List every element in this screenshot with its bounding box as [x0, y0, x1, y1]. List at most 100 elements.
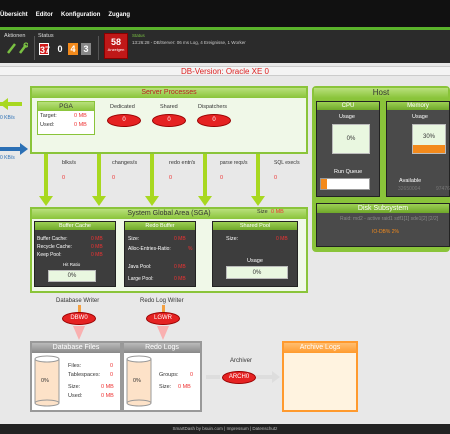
flow-label-parse: parse reqs/s [220, 160, 248, 166]
anzeigen-count: 58 [110, 37, 121, 47]
run-queue-bar [320, 178, 370, 190]
tablespaces-value: 0 [110, 372, 114, 378]
recycle-cache-label: Recycle Cache: [37, 244, 73, 250]
dedicated-count[interactable]: 0 [107, 114, 141, 127]
shared-count[interactable]: 0 [152, 114, 186, 127]
large-pool-value: 0 MB [174, 276, 186, 282]
arch0-process[interactable]: ARCH0 [222, 371, 256, 384]
database-cylinder-icon [126, 355, 152, 407]
flow-label-changes: changes/s [112, 160, 138, 166]
archiver-link [206, 375, 220, 379]
sga-size-value: 0 MB [271, 209, 284, 215]
flow-value-sqlexec: 0 [274, 175, 278, 181]
redo-log-writer-label: Redo Log Writer [140, 298, 184, 304]
files-label: Files: [68, 363, 82, 369]
arrow-down-icon [145, 196, 159, 206]
cpu-title: CPU [317, 102, 379, 110]
memory-title: Memory [387, 102, 449, 110]
writer-link [78, 305, 81, 313]
db-used-label: Used: [68, 393, 83, 399]
inflow-arrow-top [0, 102, 22, 106]
disk-subsystem-title: Disk Subsystem [317, 204, 449, 213]
alloc-ratio-value: % [188, 246, 193, 252]
buffer-cache-label: Buffer Cache: [37, 236, 68, 242]
top-navigation-bar: Übersicht Editor Konfiguration Zugang [0, 0, 450, 30]
archive-logs-title: Archive Logs [284, 343, 356, 353]
groups-value: 0 [190, 372, 194, 378]
nav-item-uebersicht[interactable]: Übersicht [0, 12, 28, 18]
buffer-cache-value: 0 MB [91, 236, 103, 242]
memory-usage-gauge: 30% [412, 124, 446, 154]
flow-arrow-shaft [256, 154, 260, 198]
shared-pool-title: Shared Pool [213, 222, 297, 230]
status-count-warning[interactable]: 4 [68, 43, 78, 55]
memory-usage-label: Usage [412, 114, 428, 120]
large-pool-label: Large Pool: [128, 276, 154, 282]
files-value: 0 [110, 363, 114, 369]
anzeigen-label: Anzeigen [107, 47, 125, 52]
aktionen-label: Aktionen [4, 33, 26, 39]
inflow-arrow-bottom [0, 147, 22, 151]
flow-value-blks: 0 [62, 175, 66, 181]
redo-buffer-box: Redo Buffer [124, 221, 196, 287]
arrow-down-icon [198, 196, 212, 206]
nav-item-zugang[interactable]: Zugang [108, 12, 131, 18]
tablespaces-label: Tablespaces: [68, 372, 101, 378]
redo-size-value: 0 MB [174, 236, 186, 242]
memory-usage-value: 30% [422, 134, 435, 140]
buffer-cache-box: Buffer Cache [34, 221, 116, 287]
status-count-unknown[interactable]: 3 [81, 43, 91, 55]
run-queue-label: Run Queue [334, 169, 363, 175]
flow-label-redo: redo entr/s [169, 160, 196, 166]
arrow-right-icon [272, 371, 280, 383]
io-db-status: IO-DB% 2% [372, 229, 399, 235]
status-count-ok[interactable]: 0 [55, 43, 65, 55]
main-nav: Übersicht Editor Konfiguration Zugang [0, 12, 130, 18]
status-title: Status [132, 33, 145, 38]
db-size-value: 0 MB [101, 384, 114, 390]
status-count-critical[interactable]: 37 [39, 43, 51, 55]
arrow-down-icon [251, 196, 265, 206]
run-queue-fill [321, 179, 327, 189]
disk-subsystem-box: Disk Subsystem [316, 203, 450, 247]
archiver-label: Archiver [230, 358, 253, 364]
anzeigen-button[interactable]: 58 Anzeigen [104, 33, 128, 59]
memory-available-value: 32650004 [398, 186, 421, 192]
shared-label: Shared [160, 104, 178, 110]
nav-item-konfiguration[interactable]: Konfiguration [61, 12, 101, 18]
flow-arrow-shaft [44, 154, 48, 198]
dispatchers-count[interactable]: 0 [197, 114, 231, 127]
arrow-down-icon [157, 326, 169, 340]
recycle-cache-value: 0 MB [91, 244, 103, 250]
dedicated-label: Dedicated [110, 104, 135, 110]
flow-arrow-shaft [150, 154, 154, 198]
lgwr-process[interactable]: LGWR [146, 312, 180, 325]
status-label: Status [38, 33, 54, 39]
redo-size-value: 0 MB [178, 384, 191, 390]
nav-item-editor[interactable]: Editor [35, 12, 54, 18]
database-files-title: Database Files [32, 343, 120, 353]
redo-logs-title: Redo Logs [124, 343, 200, 353]
redo-size-label: Size: [128, 236, 140, 242]
memory-total-value: 97476 [436, 186, 450, 192]
flow-label-sqlexec: SQL exec/s [274, 160, 300, 166]
sga-title: System Global Area (SGA) [32, 209, 306, 219]
database-files-percent: 0% [41, 378, 49, 384]
memory-usage-fill [413, 144, 445, 153]
shared-pool-usage-gauge: 0% [226, 266, 288, 279]
db-size-label: Size: [68, 384, 81, 390]
footer: SmartDash by bsuin.com | Impressum | Dat… [0, 424, 450, 434]
pga-target-label: Target: [40, 113, 57, 119]
raid-status: Raid: md2 - active raid1 sdf1[1] sde1[2]… [340, 216, 439, 222]
toolbar-separator [34, 36, 35, 60]
inflow-rate-bottom: 0 KB/s [0, 155, 15, 161]
dbw0-process[interactable]: DBW0 [62, 312, 96, 325]
flow-arrow-shaft [97, 154, 101, 198]
writer-link [162, 305, 165, 313]
wrench-icon[interactable] [18, 42, 28, 54]
cpu-usage-gauge: 0% [332, 124, 370, 154]
hit-ratio-label: Hit Ratio [63, 262, 81, 267]
shared-pool-size-label: Size: [226, 236, 239, 242]
status-text: Status 13:26:28 - DB/Server: 06 ms Log, … [132, 32, 246, 46]
pencil-icon[interactable] [6, 42, 16, 54]
